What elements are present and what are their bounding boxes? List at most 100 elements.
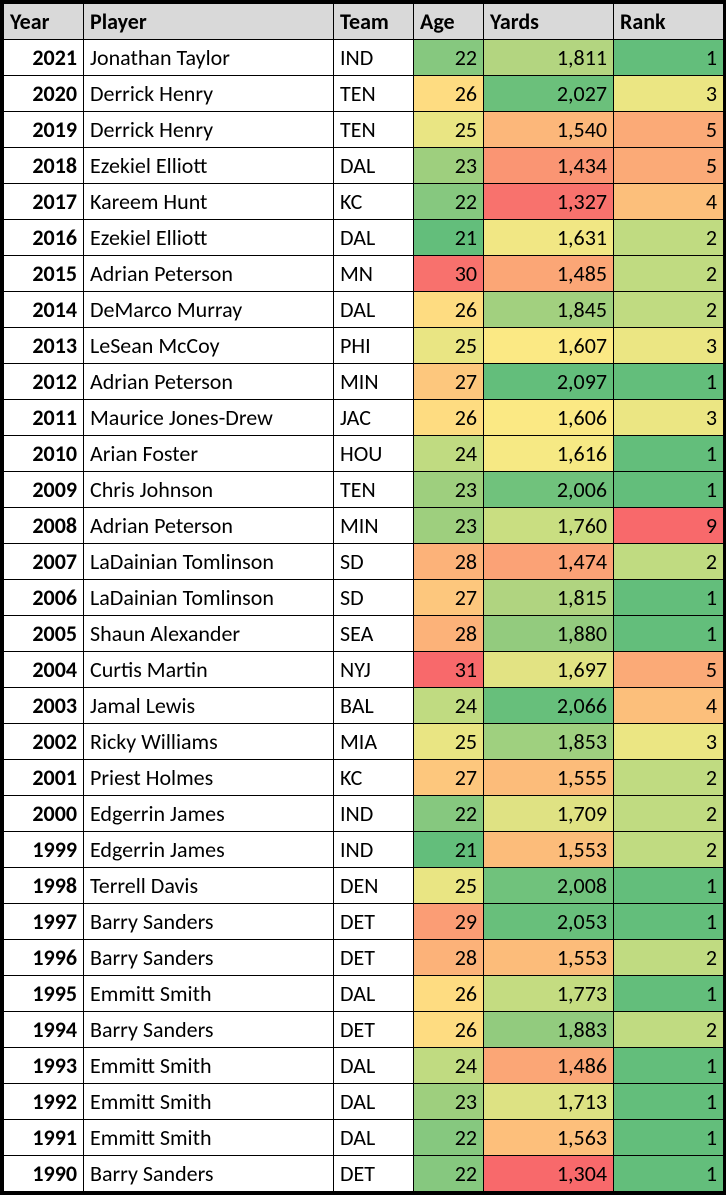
cell-year: 2017 xyxy=(4,184,84,220)
cell-year: 2021 xyxy=(4,40,84,76)
table-row: 1991Emmitt SmithDAL221,5631 xyxy=(4,1120,724,1156)
cell-year: 2018 xyxy=(4,148,84,184)
cell-yards: 2,006 xyxy=(484,472,614,508)
table-row: 2018Ezekiel ElliottDAL231,4345 xyxy=(4,148,724,184)
cell-team: DAL xyxy=(334,148,414,184)
cell-year: 1998 xyxy=(4,868,84,904)
cell-age: 29 xyxy=(414,904,484,940)
cell-rank: 1 xyxy=(614,1156,724,1192)
table-row: 2006LaDainian TomlinsonSD271,8151 xyxy=(4,580,724,616)
cell-yards: 1,474 xyxy=(484,544,614,580)
cell-age: 22 xyxy=(414,40,484,76)
cell-team: TEN xyxy=(334,76,414,112)
cell-team: MIN xyxy=(334,364,414,400)
table-row: 1994Barry SandersDET261,8832 xyxy=(4,1012,724,1048)
cell-year: 2009 xyxy=(4,472,84,508)
cell-yards: 1,540 xyxy=(484,112,614,148)
cell-year: 2010 xyxy=(4,436,84,472)
cell-age: 28 xyxy=(414,616,484,652)
cell-rank: 1 xyxy=(614,868,724,904)
cell-yards: 1,845 xyxy=(484,292,614,328)
cell-team: PHI xyxy=(334,328,414,364)
cell-team: DET xyxy=(334,904,414,940)
col-header-player: Player xyxy=(84,4,334,40)
table-row: 1992Emmitt SmithDAL231,7131 xyxy=(4,1084,724,1120)
cell-yards: 1,606 xyxy=(484,400,614,436)
cell-team: DEN xyxy=(334,868,414,904)
cell-yards: 1,485 xyxy=(484,256,614,292)
cell-rank: 1 xyxy=(614,976,724,1012)
cell-yards: 1,697 xyxy=(484,652,614,688)
cell-year: 2000 xyxy=(4,796,84,832)
cell-team: KC xyxy=(334,184,414,220)
cell-year: 1994 xyxy=(4,1012,84,1048)
cell-team: TEN xyxy=(334,472,414,508)
stats-table-wrapper: Year Player Team Age Yards Rank 2021Jona… xyxy=(0,0,726,1195)
cell-player: Emmitt Smith xyxy=(84,1048,334,1084)
cell-age: 22 xyxy=(414,1156,484,1192)
cell-rank: 2 xyxy=(614,940,724,976)
cell-yards: 1,607 xyxy=(484,328,614,364)
cell-yards: 1,880 xyxy=(484,616,614,652)
cell-rank: 2 xyxy=(614,832,724,868)
cell-age: 24 xyxy=(414,436,484,472)
cell-team: DET xyxy=(334,1156,414,1192)
cell-yards: 2,008 xyxy=(484,868,614,904)
cell-player: Shaun Alexander xyxy=(84,616,334,652)
cell-age: 31 xyxy=(414,652,484,688)
table-row: 1999Edgerrin JamesIND211,5532 xyxy=(4,832,724,868)
cell-rank: 3 xyxy=(614,724,724,760)
cell-rank: 1 xyxy=(614,364,724,400)
cell-yards: 1,773 xyxy=(484,976,614,1012)
cell-age: 25 xyxy=(414,724,484,760)
cell-yards: 1,553 xyxy=(484,940,614,976)
cell-year: 2001 xyxy=(4,760,84,796)
cell-rank: 4 xyxy=(614,688,724,724)
cell-yards: 1,631 xyxy=(484,220,614,256)
cell-rank: 5 xyxy=(614,148,724,184)
table-row: 2009Chris JohnsonTEN232,0061 xyxy=(4,472,724,508)
cell-rank: 1 xyxy=(614,436,724,472)
table-row: 1995Emmitt SmithDAL261,7731 xyxy=(4,976,724,1012)
cell-yards: 1,760 xyxy=(484,508,614,544)
cell-player: Barry Sanders xyxy=(84,904,334,940)
cell-year: 2011 xyxy=(4,400,84,436)
cell-age: 27 xyxy=(414,760,484,796)
table-row: 2000Edgerrin JamesIND221,7092 xyxy=(4,796,724,832)
cell-rank: 3 xyxy=(614,76,724,112)
cell-player: Barry Sanders xyxy=(84,940,334,976)
table-row: 1998Terrell DavisDEN252,0081 xyxy=(4,868,724,904)
cell-team: MIN xyxy=(334,508,414,544)
cell-age: 23 xyxy=(414,1084,484,1120)
cell-player: Terrell Davis xyxy=(84,868,334,904)
cell-team: IND xyxy=(334,40,414,76)
table-row: 1997Barry SandersDET292,0531 xyxy=(4,904,724,940)
cell-player: Ezekiel Elliott xyxy=(84,148,334,184)
cell-rank: 9 xyxy=(614,508,724,544)
cell-player: Jonathan Taylor xyxy=(84,40,334,76)
col-header-team: Team xyxy=(334,4,414,40)
cell-team: DET xyxy=(334,940,414,976)
cell-team: HOU xyxy=(334,436,414,472)
col-header-year: Year xyxy=(4,4,84,40)
cell-age: 27 xyxy=(414,580,484,616)
cell-player: DeMarco Murray xyxy=(84,292,334,328)
cell-year: 1990 xyxy=(4,1156,84,1192)
cell-rank: 1 xyxy=(614,616,724,652)
cell-player: Ricky Williams xyxy=(84,724,334,760)
cell-rank: 1 xyxy=(614,1120,724,1156)
cell-rank: 2 xyxy=(614,292,724,328)
cell-year: 2004 xyxy=(4,652,84,688)
cell-team: DAL xyxy=(334,220,414,256)
cell-age: 23 xyxy=(414,472,484,508)
cell-team: MN xyxy=(334,256,414,292)
cell-team: IND xyxy=(334,796,414,832)
cell-age: 22 xyxy=(414,1120,484,1156)
cell-rank: 2 xyxy=(614,544,724,580)
cell-yards: 1,553 xyxy=(484,832,614,868)
table-row: 2004Curtis MartinNYJ311,6975 xyxy=(4,652,724,688)
cell-year: 2015 xyxy=(4,256,84,292)
cell-age: 26 xyxy=(414,976,484,1012)
cell-rank: 2 xyxy=(614,1012,724,1048)
cell-player: LeSean McCoy xyxy=(84,328,334,364)
